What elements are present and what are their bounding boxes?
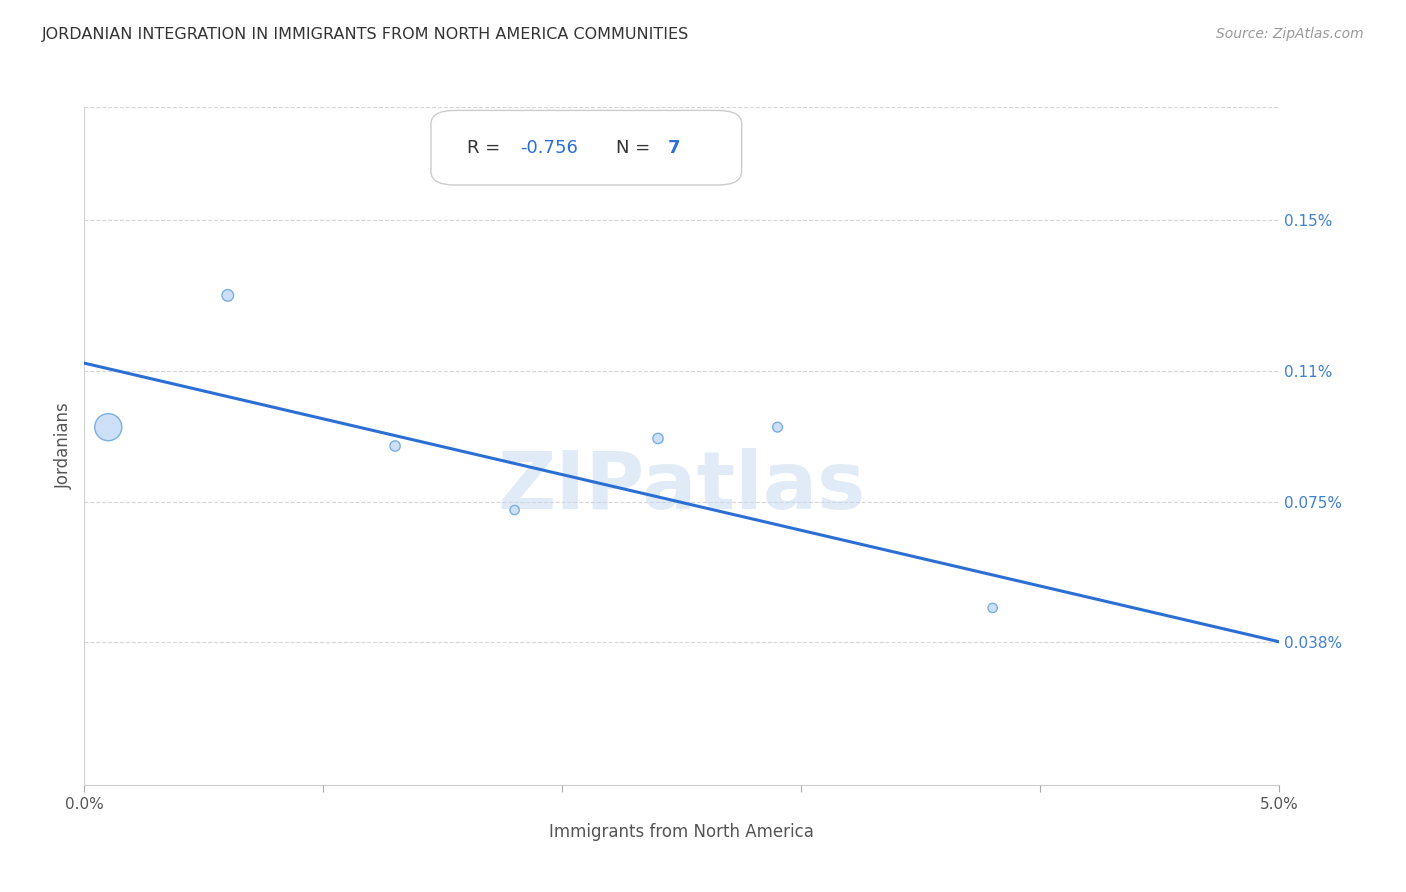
Point [981, 601, 1004, 615]
Text: 7: 7 [668, 139, 681, 157]
FancyBboxPatch shape [432, 111, 742, 185]
X-axis label: Immigrants from North America: Immigrants from North America [550, 823, 814, 841]
Text: ZIPatlas: ZIPatlas [498, 448, 866, 525]
Text: Source: ZipAtlas.com: Source: ZipAtlas.com [1216, 27, 1364, 41]
Text: N =: N = [616, 139, 657, 157]
Point [647, 432, 669, 446]
Point [97, 420, 120, 434]
Text: R =: R = [467, 139, 506, 157]
Text: JORDANIAN INTEGRATION IN IMMIGRANTS FROM NORTH AMERICA COMMUNITIES: JORDANIAN INTEGRATION IN IMMIGRANTS FROM… [42, 27, 689, 42]
Text: -0.756: -0.756 [520, 139, 578, 157]
Point [384, 439, 406, 453]
Y-axis label: Jordanians: Jordanians [55, 402, 73, 490]
Point [766, 420, 789, 434]
Point [503, 503, 526, 517]
Point [217, 288, 239, 302]
